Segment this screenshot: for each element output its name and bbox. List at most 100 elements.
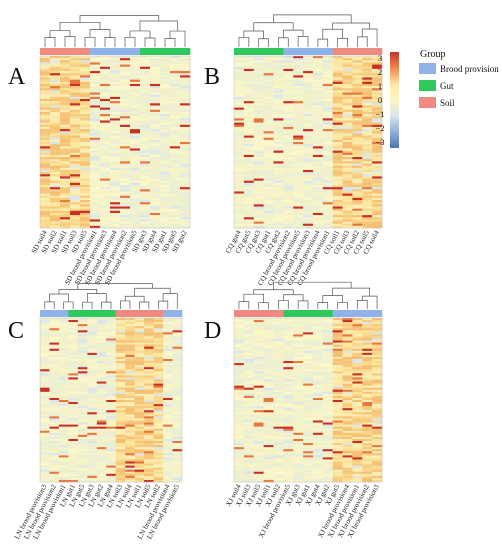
heatmap-cell xyxy=(234,195,245,199)
heatmap-cell xyxy=(70,200,81,203)
heatmap-cell xyxy=(115,428,126,431)
heatmap-cell xyxy=(172,393,183,397)
heatmap-cell xyxy=(110,122,121,126)
heatmap-cell xyxy=(58,414,69,417)
heatmap-cell xyxy=(130,96,141,100)
heatmap-cell xyxy=(163,342,173,345)
heatmap-cell xyxy=(40,455,50,458)
heatmap-cell xyxy=(243,418,254,421)
heatmap-cell xyxy=(180,86,191,89)
heatmap-cell xyxy=(60,174,71,177)
heatmap-cell xyxy=(58,410,69,413)
heatmap-cell xyxy=(150,90,161,93)
heatmap-cell xyxy=(263,453,274,456)
heatmap-cell xyxy=(352,332,363,335)
dendrogram-branch xyxy=(278,37,289,47)
heatmap-cell xyxy=(243,105,254,108)
heatmap-cell xyxy=(130,124,141,128)
heatmap-cell xyxy=(144,420,154,423)
heatmap-cell xyxy=(283,148,294,151)
heatmap-cell xyxy=(77,414,88,417)
heatmap-cell xyxy=(332,111,343,115)
heatmap-cell xyxy=(70,187,81,190)
heatmap-cell xyxy=(96,457,107,460)
heatmap-cell xyxy=(106,432,116,436)
heatmap-cell xyxy=(234,434,245,438)
dendrogram-branch xyxy=(361,295,378,309)
heatmap-cell xyxy=(263,223,274,227)
heatmap-cell xyxy=(130,107,141,110)
heatmap-cell xyxy=(96,424,107,427)
heatmap-cell xyxy=(96,430,107,434)
heatmap-cell xyxy=(106,322,116,325)
heatmap-cell xyxy=(263,365,274,368)
heatmap-cell xyxy=(332,96,343,100)
heatmap-cell xyxy=(303,475,314,479)
heatmap-cell xyxy=(87,469,98,472)
heatmap-cell xyxy=(342,133,353,136)
heatmap-cell xyxy=(372,328,383,331)
heatmap-cell xyxy=(134,381,145,384)
heatmap-cell xyxy=(342,191,353,194)
heatmap-cell xyxy=(140,142,151,145)
group-annotation-cell xyxy=(283,48,294,55)
heatmap-cell xyxy=(163,414,173,417)
heatmap-cell xyxy=(263,436,274,440)
heatmap-cell xyxy=(70,172,81,175)
heatmap-cell xyxy=(312,83,324,87)
heatmap-cell xyxy=(234,83,245,87)
heatmap-cell xyxy=(180,92,191,95)
heatmap-cell xyxy=(160,180,171,184)
heatmap-cell xyxy=(90,161,101,164)
heatmap-cell xyxy=(243,135,254,138)
heatmap-cell xyxy=(60,139,71,143)
heatmap-cell xyxy=(120,167,131,171)
heatmap-cell xyxy=(96,418,107,421)
group-annotation-cell xyxy=(140,48,151,55)
heatmap-cell xyxy=(322,131,333,134)
heatmap-cell xyxy=(87,330,98,333)
heatmap-cell xyxy=(322,473,333,477)
heatmap-cell xyxy=(303,336,314,339)
heatmap-cell xyxy=(293,324,304,327)
heatmap-cell xyxy=(100,210,111,214)
heatmap-cell xyxy=(180,83,191,87)
heatmap-cell xyxy=(234,182,245,186)
heatmap-cell xyxy=(120,223,131,227)
heatmap-cell xyxy=(96,344,107,347)
heatmap-cell xyxy=(234,109,245,113)
heatmap-cell xyxy=(160,174,171,177)
heatmap-cell xyxy=(160,195,171,199)
heatmap-cell xyxy=(150,180,161,184)
heatmap-cell xyxy=(140,180,151,184)
heatmap-cell xyxy=(153,338,164,341)
heatmap-cell xyxy=(134,445,145,448)
heatmap-cell xyxy=(140,157,151,160)
heatmap-cell xyxy=(160,191,171,194)
heatmap-cell xyxy=(362,402,373,405)
heatmap-cell xyxy=(68,324,79,327)
heatmap-cell xyxy=(303,395,314,399)
heatmap-cell xyxy=(263,90,274,93)
heatmap-cell xyxy=(49,414,60,417)
heatmap-cell xyxy=(106,416,116,419)
heatmap-cell xyxy=(243,58,254,61)
heatmap-cell xyxy=(312,422,324,425)
heatmap-cell xyxy=(60,120,71,123)
heatmap-cell xyxy=(352,172,363,175)
heatmap-cell xyxy=(96,432,107,436)
heatmap-cell xyxy=(150,133,161,136)
heatmap-cell xyxy=(40,111,51,115)
heatmap-cell xyxy=(293,387,304,390)
heatmap-cell xyxy=(234,363,245,366)
heatmap-cell xyxy=(110,161,121,164)
heatmap-cell xyxy=(342,414,353,417)
heatmap-cell xyxy=(49,338,60,341)
heatmap-cell xyxy=(322,463,333,466)
heatmap-cell xyxy=(60,103,71,106)
heatmap-cell xyxy=(80,150,91,153)
heatmap-cell xyxy=(115,338,126,341)
heatmap-cell xyxy=(96,318,107,321)
heatmap-cell xyxy=(150,163,161,166)
heatmap-cell xyxy=(293,453,304,456)
